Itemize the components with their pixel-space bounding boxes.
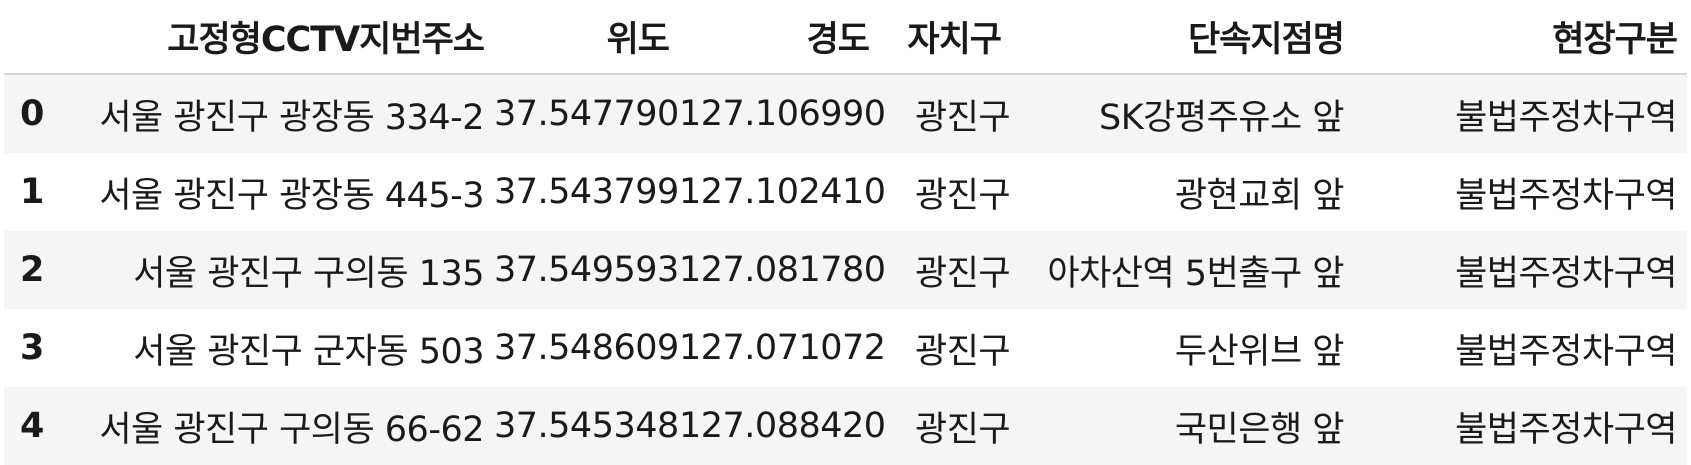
cell-longitude: 127.071072 bbox=[679, 328, 886, 368]
table-body: 0 서울 광진구 광장동 334-2 37.547790 127.106990 … bbox=[4, 74, 1687, 465]
cell-district: 광진구 bbox=[915, 409, 1011, 450]
cell-latitude: 37.545348 bbox=[494, 406, 679, 446]
row-index: 3 bbox=[20, 328, 44, 368]
header-address: 고정형CCTV지번주소 bbox=[56, 0, 494, 75]
header-site-type: 현장구분 bbox=[1354, 0, 1687, 75]
cell-latitude: 37.548609 bbox=[494, 328, 679, 368]
dataframe-output: 고정형CCTV지번주소 위도 경도 자치구 단속지점명 현장구분 0 서울 광진… bbox=[4, 0, 1687, 465]
cell-site-type: 불법주정차구역 bbox=[1455, 253, 1677, 294]
table-row: 4 서울 광진구 구의동 66-62 37.545348 127.088420 … bbox=[4, 387, 1687, 465]
cell-address: 서울 광진구 군자동 503 bbox=[133, 331, 484, 372]
header-latitude: 위도 bbox=[494, 0, 679, 75]
row-index: 2 bbox=[20, 250, 44, 290]
cell-address: 서울 광진구 구의동 66-62 bbox=[99, 409, 484, 450]
cell-site-type: 불법주정차구역 bbox=[1455, 97, 1677, 138]
cell-longitude: 127.106990 bbox=[679, 94, 886, 134]
header-longitude: 경도 bbox=[679, 0, 879, 75]
row-index: 0 bbox=[20, 94, 44, 134]
dataframe-table: 고정형CCTV지번주소 위도 경도 자치구 단속지점명 현장구분 0 서울 광진… bbox=[4, 0, 1687, 465]
table-row: 0 서울 광진구 광장동 334-2 37.547790 127.106990 … bbox=[4, 74, 1687, 153]
header-spot-name: 단속지점명 bbox=[1011, 0, 1354, 75]
cell-spot-name: 두산위브 앞 bbox=[1174, 331, 1345, 372]
cell-address: 서울 광진구 구의동 135 bbox=[133, 253, 484, 294]
row-index: 1 bbox=[20, 172, 44, 212]
header-row: 고정형CCTV지번주소 위도 경도 자치구 단속지점명 현장구분 bbox=[4, 0, 1687, 75]
cell-spot-name: 아차산역 5번출구 앞 bbox=[1047, 253, 1344, 294]
cell-longitude: 127.088420 bbox=[679, 406, 886, 446]
table-row: 3 서울 광진구 군자동 503 37.548609 127.071072 광진… bbox=[4, 309, 1687, 387]
cell-spot-name: 광현교회 앞 bbox=[1174, 175, 1345, 216]
cell-district: 광진구 bbox=[915, 175, 1011, 216]
table-row: 2 서울 광진구 구의동 135 37.549593 127.081780 광진… bbox=[4, 231, 1687, 309]
cell-site-type: 불법주정차구역 bbox=[1455, 175, 1677, 216]
cell-latitude: 37.549593 bbox=[494, 250, 679, 290]
cell-district: 광진구 bbox=[915, 253, 1011, 294]
cell-longitude: 127.081780 bbox=[679, 250, 886, 290]
cell-longitude: 127.102410 bbox=[679, 172, 886, 212]
cell-spot-name: 국민은행 앞 bbox=[1174, 409, 1345, 450]
cell-latitude: 37.547790 bbox=[494, 94, 679, 134]
cell-address: 서울 광진구 광장동 334-2 bbox=[99, 97, 484, 138]
table-row: 1 서울 광진구 광장동 445-3 37.543799 127.102410 … bbox=[4, 153, 1687, 231]
header-district: 자치구 bbox=[879, 0, 1011, 75]
table-header: 고정형CCTV지번주소 위도 경도 자치구 단속지점명 현장구분 bbox=[4, 0, 1687, 75]
header-index bbox=[4, 0, 56, 75]
row-index: 4 bbox=[20, 406, 44, 446]
cell-site-type: 불법주정차구역 bbox=[1455, 331, 1677, 372]
cell-spot-name: SK강평주유소 앞 bbox=[1099, 97, 1345, 138]
cell-latitude: 37.543799 bbox=[494, 172, 679, 212]
cell-district: 광진구 bbox=[915, 331, 1011, 372]
cell-district: 광진구 bbox=[915, 97, 1011, 138]
cell-site-type: 불법주정차구역 bbox=[1455, 409, 1677, 450]
cell-address: 서울 광진구 광장동 445-3 bbox=[99, 175, 484, 216]
